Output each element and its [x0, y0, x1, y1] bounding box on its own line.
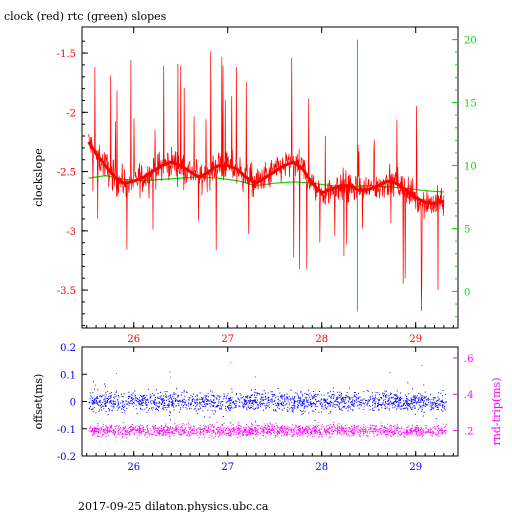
top-y2-tick-label: 5 — [464, 225, 470, 236]
bottom-y2-tick-label: .6 — [464, 354, 474, 365]
footer-text: 2017-09-25 dilaton.physics.ubc.ca — [78, 500, 269, 512]
bottom-y-tick-label: 0.2 — [60, 343, 76, 354]
offset-panel: 26 27 28 29 -0.2 -0.1 0 0.1 0.2 .2 .4 .6 offset(ms)… — [32, 343, 503, 473]
bottom-x-tick-label: 26 — [127, 462, 140, 473]
top-y2-tick-label: 10 — [464, 162, 477, 173]
bottom-x-tick-label: 27 — [221, 462, 234, 473]
top-y-tick-label: -2.5 — [57, 168, 76, 179]
top-panel-frame — [81, 26, 459, 329]
top-plot-area — [87, 39, 445, 312]
top-y-tick-label: -2 — [66, 108, 76, 119]
bottom-axes: 26 27 28 29 -0.2 -0.1 0 0.1 0.2 .2 .4 .6 — [57, 343, 474, 473]
series-offset-points — [88, 381, 447, 424]
top-x-tick-label: 29 — [409, 334, 422, 345]
top-x-tick-label: 28 — [315, 334, 328, 345]
bottom-y-tick-label: -0.1 — [57, 425, 76, 436]
bottom-y2-tick-label: .2 — [464, 427, 474, 438]
clockslope-panel: 26 27 28 29 -3.5 -3 -2.5 -2 -1.5 0 5 10 15 20 clocksl… — [32, 26, 477, 345]
series-roundtrip-points — [88, 362, 447, 440]
top-y-axis-label: clockslope — [32, 148, 45, 206]
bottom-y2-tick-label: .4 — [464, 390, 474, 401]
top-y2-tick-label: 15 — [464, 99, 477, 110]
bottom-y-tick-label: 0 — [70, 398, 76, 409]
top-x-tick-label: 26 — [127, 334, 140, 345]
bottom-plot-area — [88, 362, 447, 440]
bottom-y2-axis-label: rnd-trip(ms) — [490, 378, 503, 446]
bottom-x-tick-label: 28 — [315, 462, 328, 473]
top-axes: 26 27 28 29 -3.5 -3 -2.5 -2 -1.5 0 5 10 15 20 — [57, 27, 477, 345]
top-y2-tick-label: 20 — [464, 36, 477, 47]
chart-title: clock (red) rtc (green) slopes — [4, 10, 167, 23]
bottom-y-axis-label: offset(ms) — [32, 374, 45, 430]
series-red-trace — [88, 51, 445, 311]
bottom-x-tick-label: 29 — [409, 462, 422, 473]
top-y-tick-label: -3.5 — [57, 286, 76, 297]
top-y-tick-label: -1.5 — [57, 49, 76, 60]
bottom-y-tick-label: -0.2 — [57, 452, 76, 463]
series-red-trend — [87, 141, 445, 206]
top-y2-tick-label: 0 — [464, 287, 470, 298]
top-y-tick-label: -3 — [66, 227, 76, 238]
top-x-tick-label: 27 — [221, 334, 234, 345]
bottom-y-tick-label: 0.1 — [60, 370, 76, 381]
